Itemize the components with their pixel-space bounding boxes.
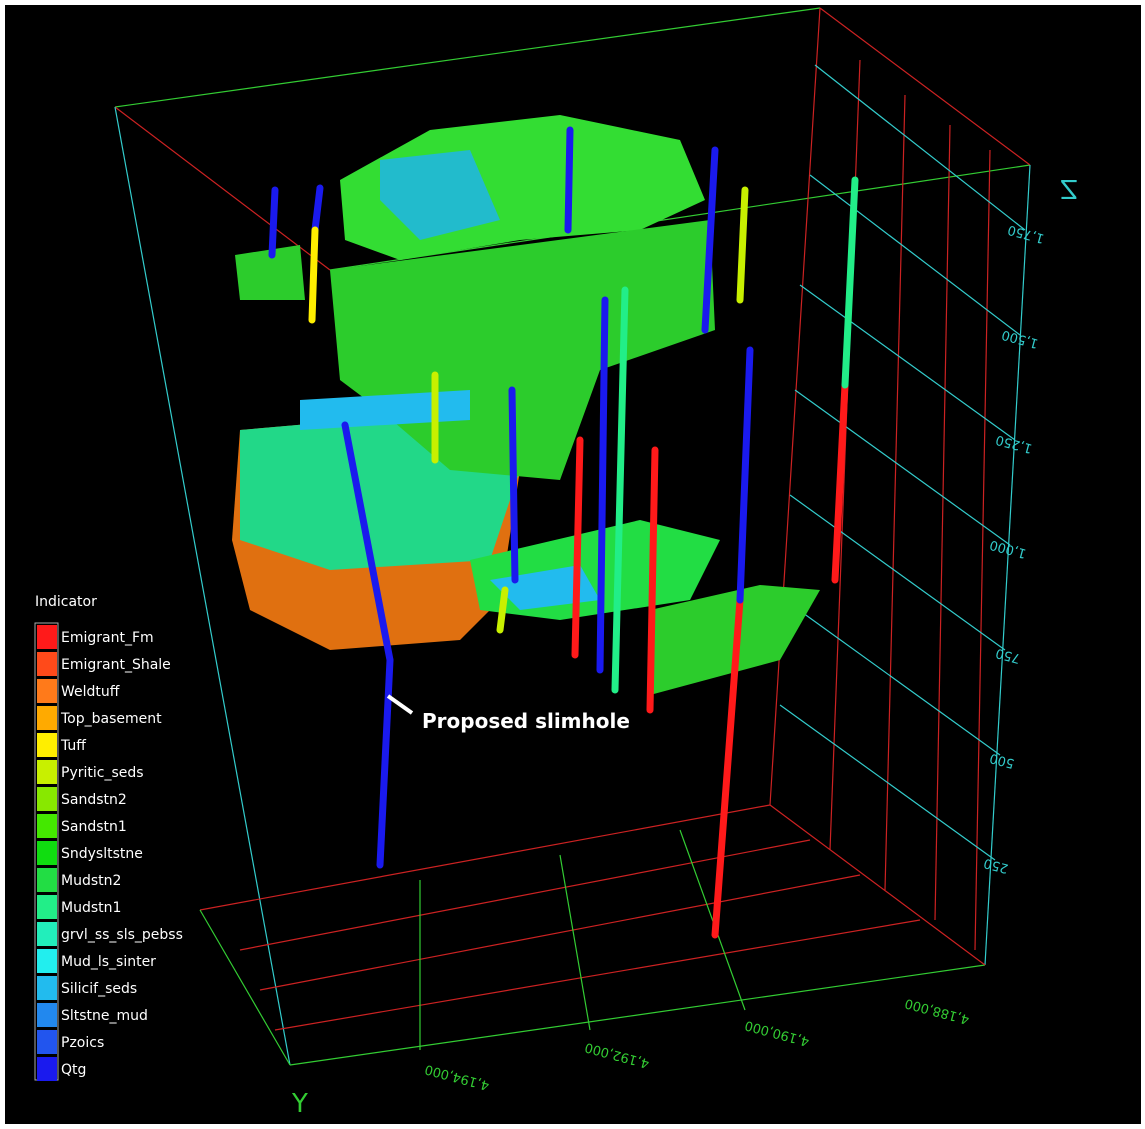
legend-swatch (37, 625, 57, 649)
legend-label: Pyritic_seds (61, 765, 144, 781)
legend-swatch (37, 1003, 57, 1027)
bounding-box (114, 7, 1031, 1066)
legend-swatch (37, 706, 57, 730)
legend-swatch (37, 895, 57, 919)
legend-swatch (37, 922, 57, 946)
legend-swatch (37, 1057, 57, 1081)
y-axis-label: Y (291, 1089, 308, 1119)
legend-label: Emigrant_Shale (61, 657, 171, 673)
z-axis-label: Z (1060, 173, 1078, 203)
legend-label: Tuff (60, 738, 86, 754)
legend-swatch (37, 949, 57, 973)
legend-label: Sandstn1 (61, 819, 127, 835)
legend-swatch (37, 814, 57, 838)
legend-label: Sndysltstne (61, 846, 143, 862)
legend-label: Emigrant_Fm (61, 630, 154, 646)
legend-label: Sandstn2 (61, 792, 127, 808)
legend-label: grvl_ss_sls_pebss (61, 927, 183, 943)
geology-bodies (232, 115, 820, 695)
legend-swatch (37, 868, 57, 892)
legend-swatch (37, 787, 57, 811)
z-tick-label: 500 (988, 750, 1016, 771)
legend-label: Qtg (61, 1062, 86, 1078)
legend-label: Mud_ls_sinter (61, 954, 156, 970)
legend-swatch (37, 976, 57, 1000)
z-tick-label: 750 (994, 645, 1022, 666)
legend-swatch (37, 652, 57, 676)
legend-swatch (37, 760, 57, 784)
annotation-pointer (386, 694, 414, 715)
legend-label: Mudstn1 (61, 900, 121, 916)
legend-swatch (37, 841, 57, 865)
wells (268, 126, 859, 939)
annotation: Proposed slimhole (422, 709, 630, 733)
legend-swatch (37, 733, 57, 757)
legend-label: Top_basement (60, 711, 162, 727)
legend-label: Sltstne_mud (61, 1008, 148, 1024)
legend-swatch (37, 1030, 57, 1054)
legend-label: Weldtuff (61, 684, 120, 700)
legend-swatch (37, 679, 57, 703)
legend-label: Mudstn2 (61, 873, 121, 889)
legend-title: Indicator (35, 594, 97, 610)
legend-label: Silicif_seds (61, 981, 137, 997)
z-tick-label: 250 (982, 855, 1010, 876)
legend-label: Pzoics (61, 1035, 104, 1051)
